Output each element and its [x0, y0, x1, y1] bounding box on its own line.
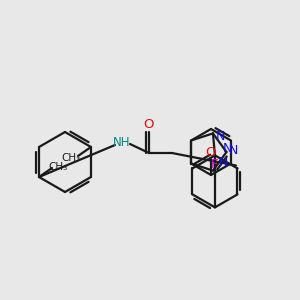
Text: CH₃: CH₃ [48, 162, 68, 172]
Text: O: O [206, 146, 216, 158]
Text: O: O [144, 118, 154, 130]
Text: N: N [215, 130, 225, 143]
Text: NH: NH [113, 136, 131, 149]
Text: CH₃: CH₃ [61, 153, 81, 163]
Text: N: N [219, 156, 229, 169]
Text: N: N [223, 142, 232, 155]
Text: F: F [211, 158, 219, 171]
Text: N: N [229, 143, 238, 157]
